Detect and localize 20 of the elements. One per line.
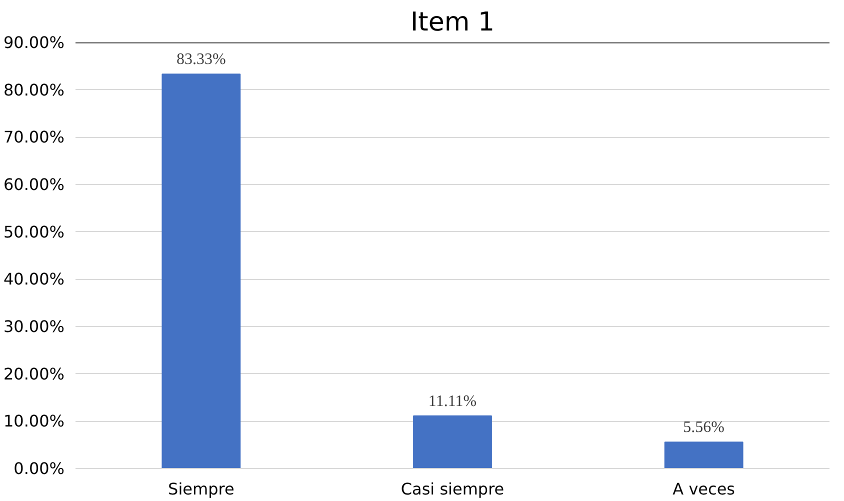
y-tick-label: 90.00% [3,33,65,52]
bar [162,74,241,468]
y-tick-label: 80.00% [3,80,65,100]
y-tick-label: 30.00% [3,317,65,336]
y-tick-label: 0.00% [14,459,64,478]
y-tick-label: 70.00% [3,128,65,147]
y-tick-label: 20.00% [3,364,65,384]
bar [664,442,744,468]
y-tick-label: 60.00% [3,175,65,194]
bar [413,415,492,468]
x-tick-label: Siempre [168,480,234,498]
data-label: 11.11% [428,392,477,410]
chart-title: Item 1 [410,8,495,38]
data-label: 5.56% [683,419,724,436]
y-tick-label: 40.00% [3,270,65,289]
x-tick-label: A veces [672,480,735,498]
data-label: 83.33% [176,51,226,68]
y-tick-label: 10.00% [3,412,65,431]
x-tick-label: Casi siempre [400,480,504,498]
y-tick-label: 50.00% [3,222,65,242]
